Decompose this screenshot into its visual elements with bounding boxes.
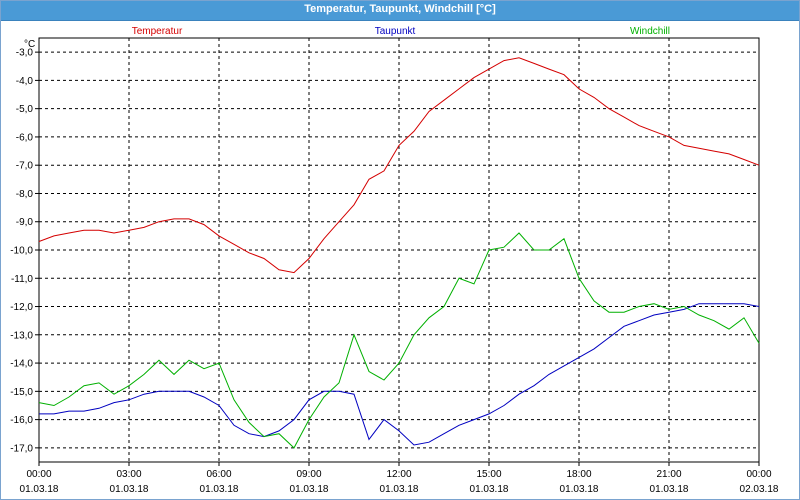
legend-entry-taupunkt: Taupunkt — [375, 26, 416, 37]
window-title: Temperatur, Taupunkt, Windchill [°C] — [304, 3, 496, 15]
x-tick-time: 18:00 — [566, 469, 591, 480]
x-tick-date: 01.03.18 — [290, 484, 329, 495]
y-tick-label: -4,0 — [16, 76, 34, 87]
x-tick-date: 01.03.18 — [200, 484, 239, 495]
x-tick-date: 01.03.18 — [560, 484, 599, 495]
legend-entry-temperatur: Temperatur — [132, 26, 183, 37]
y-tick-label: -17,0 — [10, 443, 33, 454]
y-tick-label: -12,0 — [10, 302, 33, 313]
y-tick-label: -16,0 — [10, 415, 33, 426]
x-tick-time: 21:00 — [656, 469, 681, 480]
x-tick-time: 12:00 — [386, 469, 411, 480]
y-tick-label: -14,0 — [10, 359, 33, 370]
y-tick-label: -8,0 — [16, 189, 34, 200]
x-tick-date: 01.03.18 — [110, 484, 149, 495]
y-tick-label: -11,0 — [11, 274, 33, 285]
plot-frame — [38, 37, 760, 463]
x-tick-time: 09:00 — [296, 469, 321, 480]
y-tick-label: -13,0 — [10, 330, 33, 341]
y-tick-label: -7,0 — [16, 161, 34, 172]
y-tick-label: -3,0 — [16, 48, 34, 59]
title-bar: Temperatur, Taupunkt, Windchill [°C] — [1, 1, 799, 21]
x-tick-time: 00:00 — [746, 469, 771, 480]
x-tick-time: 03:00 — [116, 469, 141, 480]
x-tick-date: 01.03.18 — [380, 484, 419, 495]
y-tick-label: -9,0 — [16, 217, 34, 228]
x-tick-time: 06:00 — [206, 469, 231, 480]
legend-entry-windchill: Windchill — [630, 26, 670, 37]
series-line-windchill — [38, 232, 760, 449]
y-tick-label: -15,0 — [10, 387, 33, 398]
x-tick-date: 02.03.18 — [740, 484, 779, 495]
series-line-temperatur — [38, 57, 760, 274]
series-line-taupunkt — [39, 303, 760, 446]
x-tick-time: 00:00 — [26, 469, 51, 480]
x-tick-time: 15:00 — [476, 469, 501, 480]
x-tick-date: 01.03.18 — [470, 484, 509, 495]
y-tick-label: -5,0 — [16, 104, 34, 115]
x-tick-date: 01.03.18 — [650, 484, 689, 495]
x-tick-date: 01.03.18 — [20, 484, 59, 495]
y-tick-label: -10,0 — [10, 246, 33, 257]
y-axis-unit: °C — [24, 39, 35, 50]
y-tick-label: -6,0 — [16, 132, 34, 143]
